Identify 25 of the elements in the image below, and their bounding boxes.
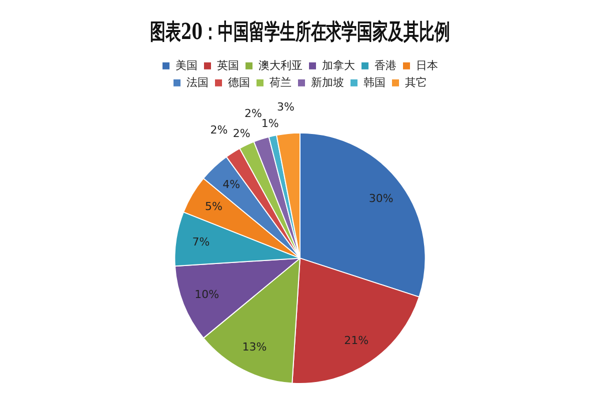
data-label: 30% [368, 192, 394, 206]
data-label: 3% [277, 100, 294, 114]
data-label: 7% [192, 235, 210, 248]
data-label: 10% [194, 288, 220, 301]
legend-label: 韩国 [364, 76, 386, 89]
data-label: 4% [222, 178, 240, 191]
data-label: 2% [232, 126, 250, 140]
legend-label: 法国 [186, 76, 208, 89]
data-label: 2% [210, 123, 228, 136]
data-label: 21% [344, 334, 369, 347]
legend-label: 香港 [374, 58, 396, 72]
chart-title: 图表20：中国留学生所在求学国家及其比例 [150, 19, 450, 45]
data-label: 5% [204, 200, 222, 214]
legend-label: 加拿大 [322, 58, 355, 72]
data-label: 2% [244, 107, 262, 120]
legend-label: 英国 [217, 58, 239, 72]
data-label: 1% [261, 117, 279, 130]
legend-label: 新加坡 [311, 76, 344, 89]
legend-label: 日本 [416, 58, 438, 72]
legend-label: 其它 [405, 76, 427, 89]
legend-label: 澳大利亚 [258, 58, 302, 72]
legend-label: 美国 [176, 58, 198, 72]
data-label: 13% [242, 340, 267, 354]
legend-label: 德国 [228, 76, 250, 89]
legend-label: 荷兰 [270, 76, 292, 89]
